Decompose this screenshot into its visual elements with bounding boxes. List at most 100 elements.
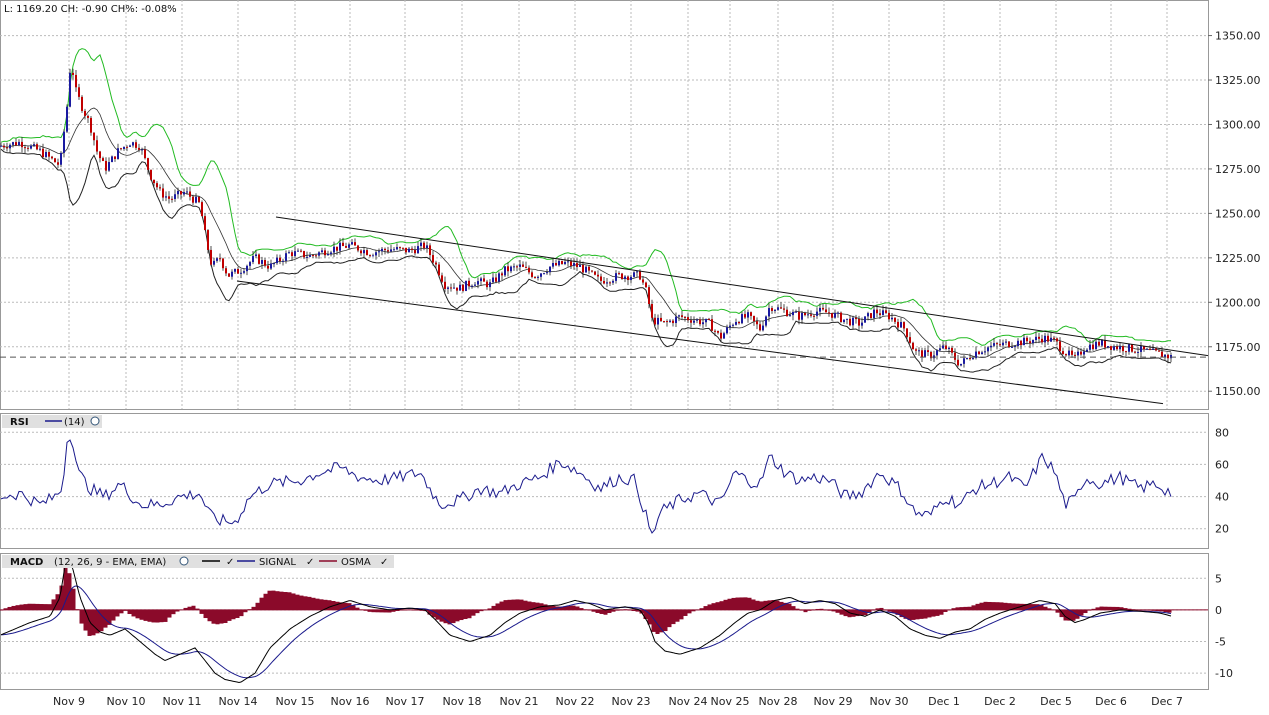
candle-body <box>1020 340 1022 346</box>
candle-body <box>246 265 248 272</box>
candle-body <box>837 312 839 314</box>
osma-bar <box>303 596 308 610</box>
osma-bar <box>751 599 756 610</box>
macd-line <box>0 559 1172 684</box>
osma-bar <box>351 605 356 610</box>
candle-body <box>186 191 188 193</box>
candle-body <box>1023 337 1025 346</box>
candle-body <box>282 260 284 262</box>
osma-bar <box>931 609 936 617</box>
candle-body <box>516 266 518 268</box>
osma-bar <box>759 601 764 610</box>
osma-bar <box>503 600 508 610</box>
osma-bar <box>155 609 160 623</box>
osma-bar <box>775 600 780 610</box>
candle-body <box>603 280 605 284</box>
candle-body <box>588 266 590 271</box>
check-icon[interactable]: ✓ <box>226 557 234 568</box>
osma-bar <box>339 602 344 610</box>
candle-body <box>978 351 980 355</box>
candle-body <box>96 140 98 152</box>
candle-body <box>624 276 626 279</box>
candle-body <box>267 265 269 269</box>
candle-body <box>414 250 416 254</box>
candle-body <box>531 272 533 277</box>
candle-body <box>138 147 140 150</box>
candle-body <box>1098 341 1100 346</box>
candle-body <box>750 312 752 316</box>
candle-body <box>372 255 374 257</box>
osma-bar <box>975 603 980 610</box>
osma-bar <box>1079 609 1084 616</box>
check-icon[interactable]: ✓ <box>306 557 314 568</box>
osma-bar <box>979 602 984 610</box>
candle-body <box>972 358 974 360</box>
candle-body <box>240 272 242 274</box>
osma-bar <box>631 609 636 612</box>
candle-body <box>42 148 44 158</box>
lower-band <box>0 148 1172 373</box>
osma-bar <box>1167 609 1172 613</box>
osma-bar <box>903 609 908 619</box>
candle-body <box>816 311 818 316</box>
settings-icon[interactable] <box>179 556 189 566</box>
osma-bar <box>691 609 696 612</box>
candle-body <box>306 256 308 258</box>
macd-panel[interactable] <box>0 553 1209 690</box>
osma-bar <box>271 590 276 610</box>
candle-body <box>729 325 731 328</box>
candle-body <box>99 151 101 159</box>
candle-body <box>312 255 314 257</box>
osma-bar <box>1035 604 1040 610</box>
candle-body <box>552 263 554 267</box>
candle-body <box>213 260 215 265</box>
candle-body <box>420 242 422 247</box>
candle-body <box>27 147 29 149</box>
candle-body <box>171 198 173 200</box>
candle-body <box>717 331 719 333</box>
x-tick-label: Nov 24 <box>669 695 708 708</box>
candle-body <box>1026 337 1028 342</box>
price-tick-label: 1150.00 <box>1215 385 1261 398</box>
candle-body <box>873 309 875 319</box>
osma-bar <box>343 602 348 610</box>
osma-bar <box>1023 603 1028 610</box>
osma-bar <box>1163 609 1168 613</box>
osma-bar <box>115 609 120 617</box>
rsi-panel[interactable] <box>0 413 1209 549</box>
candle-body <box>984 351 986 353</box>
osma-bar <box>1099 606 1104 610</box>
candle-body <box>462 284 464 291</box>
candle-body <box>858 319 860 326</box>
candle-body <box>927 350 929 353</box>
candle-body <box>1122 346 1124 352</box>
candle-body <box>279 257 281 262</box>
candle-body <box>669 320 671 322</box>
osma-bar <box>375 609 380 613</box>
candle-body <box>696 319 698 321</box>
candle-body <box>1074 354 1076 356</box>
candle-body <box>648 287 650 304</box>
price-tick-label: 1175.00 <box>1215 341 1261 354</box>
check-icon[interactable]: ✓ <box>380 557 388 568</box>
candle-body <box>966 357 968 359</box>
candle-body <box>543 273 545 275</box>
candle-body <box>345 246 347 248</box>
osma-bar <box>1159 609 1164 612</box>
osma-bar <box>299 595 304 610</box>
osma-bar <box>663 609 668 632</box>
candle-body <box>1158 350 1160 352</box>
osma-bar <box>459 609 464 621</box>
osma-bar <box>919 609 924 619</box>
settings-icon[interactable] <box>90 416 100 426</box>
osma-bar <box>43 604 48 610</box>
candle-body <box>477 281 479 285</box>
osma-bar <box>195 608 200 610</box>
candle-body <box>615 273 617 281</box>
candle-body <box>540 273 542 277</box>
candle-body <box>111 156 113 163</box>
osma-bar <box>443 609 448 624</box>
candle-body <box>930 352 932 359</box>
osma-bar <box>747 597 752 610</box>
